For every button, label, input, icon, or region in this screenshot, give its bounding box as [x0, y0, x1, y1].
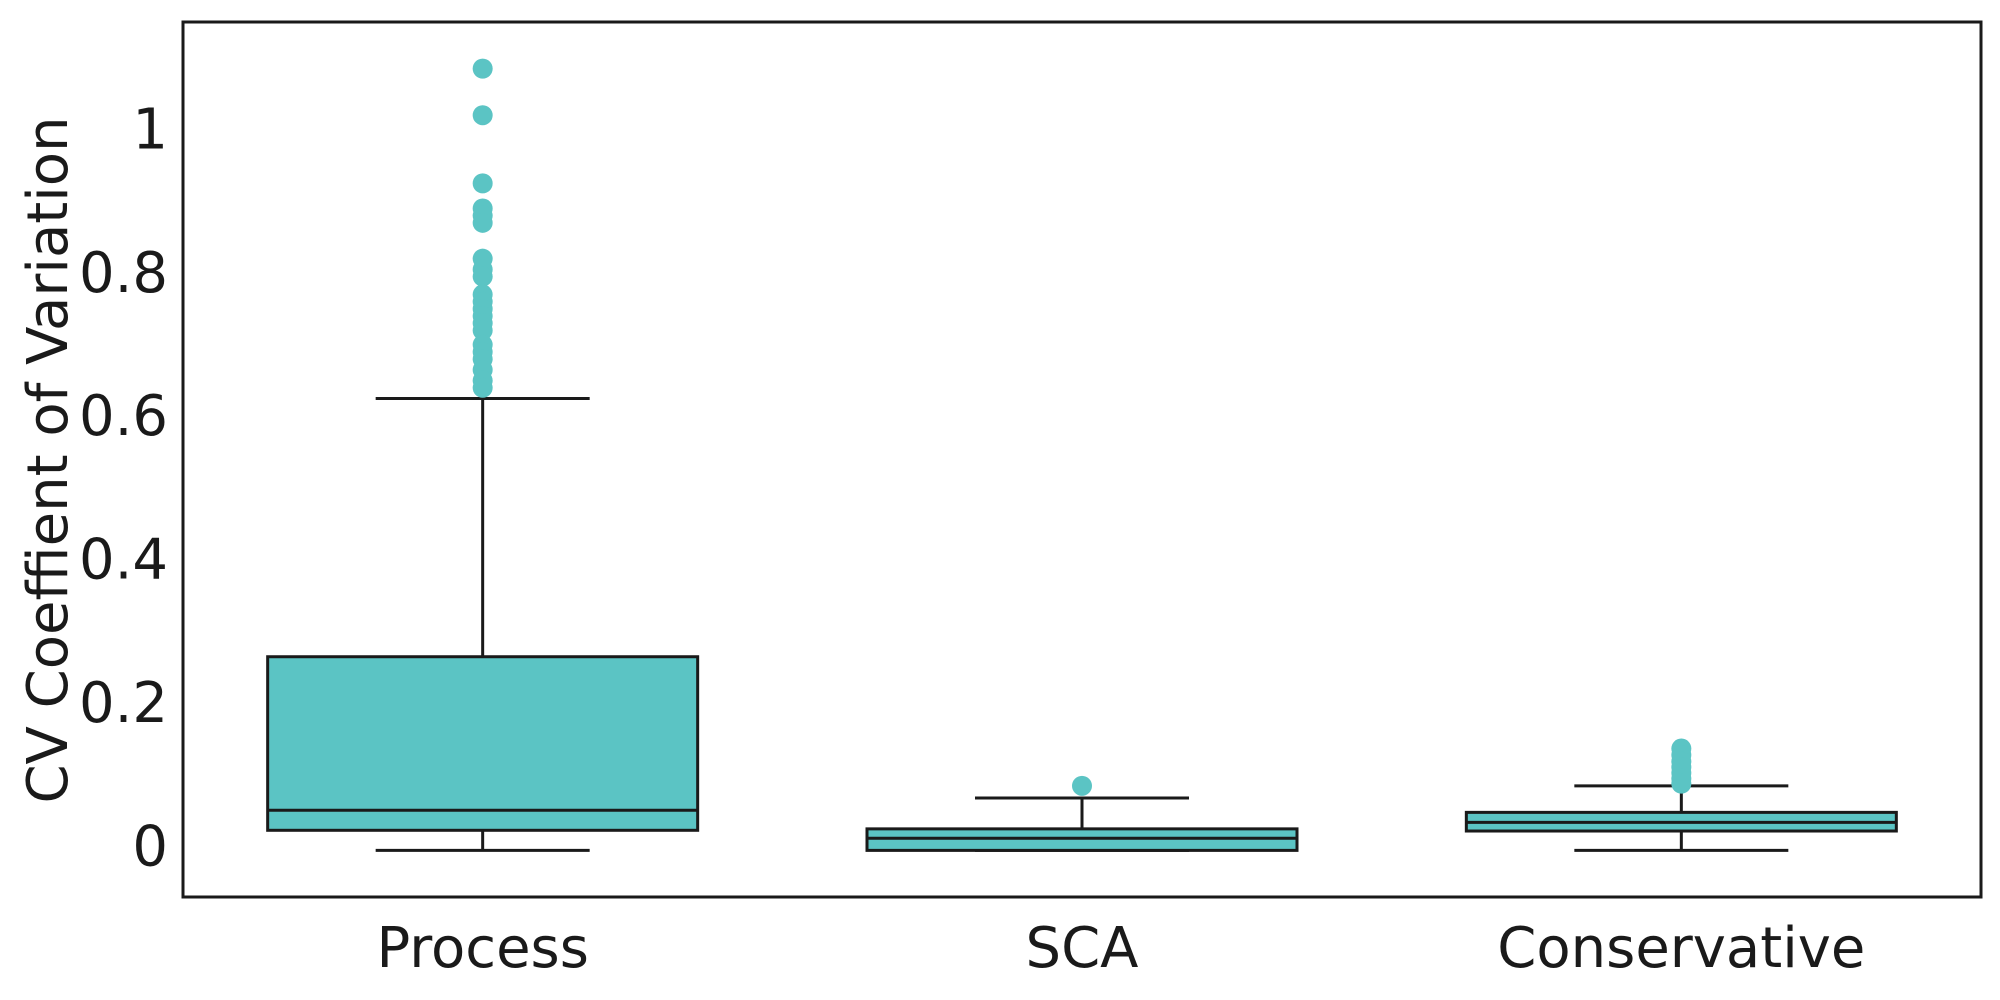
- box-plot-series: [266, 58, 1898, 852]
- y-tick-label: 0.4: [79, 528, 168, 593]
- x-category-label: SCA: [1026, 916, 1139, 981]
- y-tick-label: 0.2: [79, 671, 168, 736]
- x-category-label: Process: [376, 916, 588, 981]
- outlier-point: [1072, 775, 1092, 796]
- box-process: [266, 58, 700, 852]
- outlier-point: [472, 320, 493, 341]
- outlier-point: [472, 266, 493, 287]
- y-tick-label: 0: [132, 815, 168, 880]
- outlier-point: [472, 105, 493, 126]
- y-tick-label: 1: [132, 97, 168, 162]
- box-iqr: [266, 655, 700, 832]
- y-tick-label: 0.6: [79, 384, 168, 449]
- outlier-point: [472, 58, 493, 79]
- y-axis-title: CV Coeffient of Variation: [16, 116, 81, 803]
- x-axis-category-labels: Process SCA Conservative: [376, 916, 1865, 981]
- y-tick-label: 0.8: [79, 241, 168, 306]
- plot-frame: [181, 20, 1983, 899]
- box-sca: [865, 775, 1299, 852]
- box-conservative: [1464, 738, 1898, 852]
- outlier-point: [472, 377, 493, 398]
- x-category-label: Conservative: [1497, 916, 1865, 981]
- outlier-point: [472, 173, 493, 194]
- outlier-point: [472, 212, 493, 233]
- outlier-point: [1671, 773, 1692, 794]
- y-axis-ticks: 0 0.2 0.4 0.6 0.8 1: [79, 97, 168, 879]
